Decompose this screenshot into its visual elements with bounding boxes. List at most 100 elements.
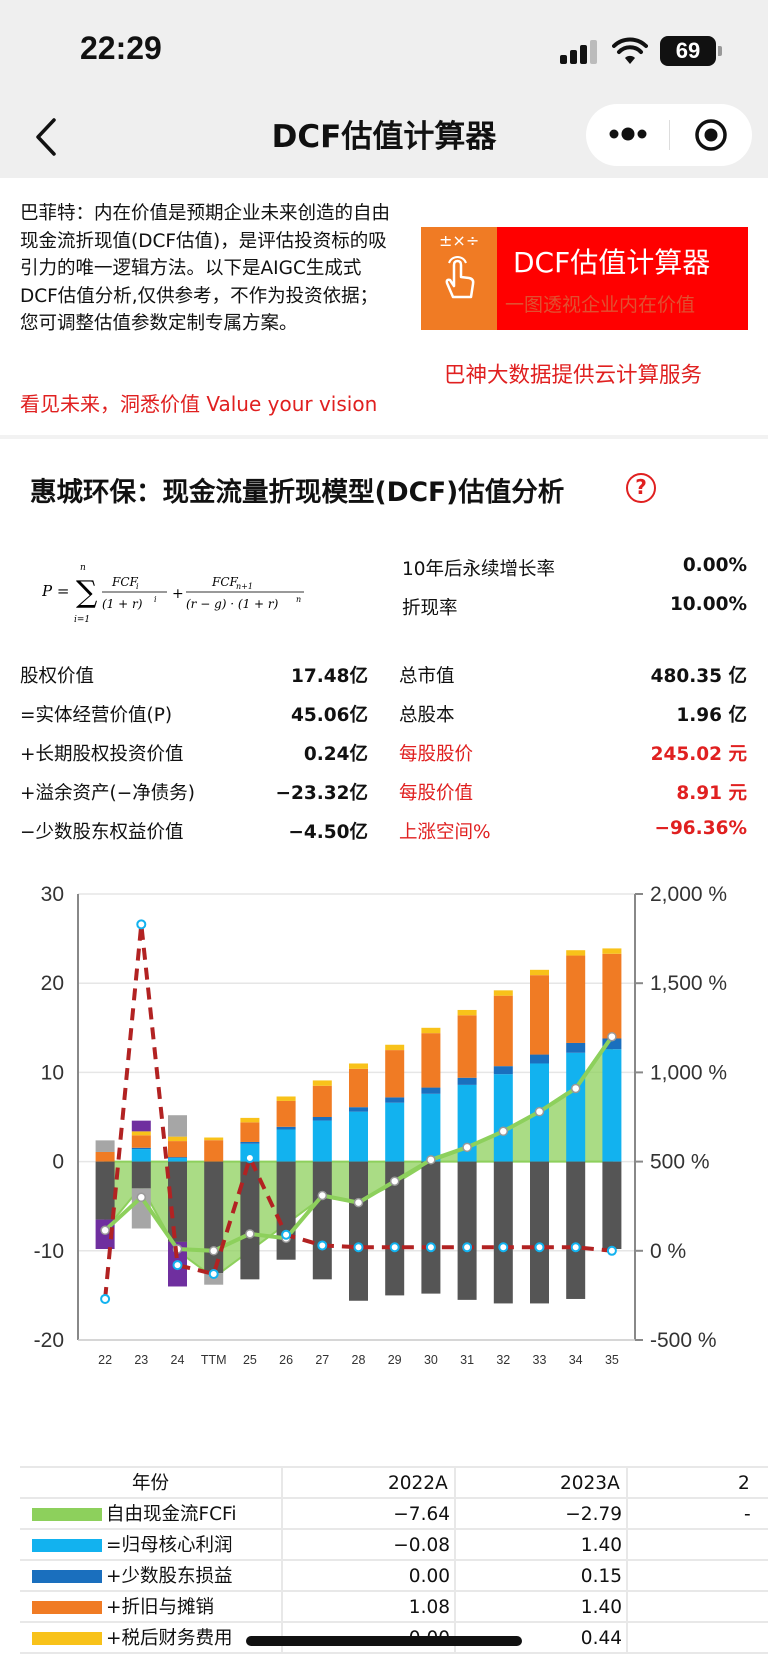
bar-segment <box>95 1140 115 1152</box>
x-tick-label: 35 <box>605 1353 619 1367</box>
bar-segment <box>312 1117 332 1121</box>
discount-point <box>281 1229 292 1240</box>
svg-text:n: n <box>296 595 301 604</box>
left-tick-label: -20 <box>34 1329 64 1352</box>
x-tick-label: 33 <box>533 1353 547 1367</box>
table-separator <box>626 1530 628 1561</box>
bar-segment <box>566 1161 586 1299</box>
signal-icon <box>560 40 600 64</box>
right-tick-label: -500 % <box>650 1329 717 1352</box>
dcf-chart: 30 20 10 0 -10 -20 2,000 % 1,500 % 1,000 % 500 % 0… <box>34 883 727 1367</box>
table-separator <box>454 1592 456 1623</box>
dcf-banner[interactable]: ±×÷ DCF估值计算器 一图透视企业内在价值 <box>421 227 748 330</box>
bar-segment <box>602 948 622 954</box>
table-separator <box>626 1623 628 1654</box>
status-time: 22:29 <box>80 30 162 66</box>
bar-segment <box>240 1117 260 1123</box>
market-metric-label: 每股股价 <box>399 744 474 765</box>
svg-text:i: i <box>154 595 157 604</box>
x-tick-label: 26 <box>279 1353 293 1367</box>
row-value-2023: 1.40 <box>580 1535 622 1556</box>
discount-line <box>103 924 613 1300</box>
row-label: =归母核心利润 <box>106 1535 233 1556</box>
table-separator <box>281 1499 283 1530</box>
table-separator <box>281 1530 283 1561</box>
right-tick-label: 1,000 % <box>650 1061 727 1084</box>
table-separator <box>626 1561 628 1592</box>
growth-point <box>426 1155 436 1165</box>
bar-segment <box>385 1102 405 1162</box>
growth-point <box>570 1083 581 1094</box>
table-separator <box>281 1592 283 1623</box>
growth-point <box>208 1246 219 1256</box>
x-tick-label: 31 <box>460 1353 474 1367</box>
svg-text:(r − g) · (1 + r): (r − g) · (1 + r) <box>186 597 279 611</box>
table-separator <box>454 1468 456 1499</box>
table-separator <box>626 1592 628 1623</box>
market-metric-value: 1.96 亿 <box>676 705 747 726</box>
bar-segment <box>421 1033 441 1088</box>
svg-text:+: + <box>172 586 184 602</box>
legend-swatch <box>32 1539 102 1552</box>
param-discount-value[interactable]: 10.00% <box>669 594 747 615</box>
table-separator <box>626 1499 628 1530</box>
bar-segment <box>457 1009 477 1016</box>
table-separator <box>454 1499 456 1530</box>
bar-segment <box>276 1129 296 1162</box>
bar-segment <box>493 1066 513 1075</box>
table-header-2023: 2023A <box>560 1473 620 1494</box>
help-icon[interactable]: ? <box>626 473 656 503</box>
param-growth-label: 10年后永续增长率 <box>402 559 556 580</box>
discount-point <box>389 1242 400 1253</box>
metric-label: 股权价值 <box>20 666 95 687</box>
bar-segment <box>204 1140 224 1162</box>
svg-text:n: n <box>80 563 86 573</box>
market-metric-label: 每股价值 <box>399 783 474 804</box>
bar-segment <box>602 1049 622 1162</box>
bar-segment <box>457 1015 477 1078</box>
row-label: 自由现金流FCFi <box>106 1504 237 1525</box>
close-miniapp-icon[interactable] <box>694 118 728 152</box>
svg-text:∑: ∑ <box>76 575 98 610</box>
x-tick-label: 28 <box>352 1353 366 1367</box>
param-growth-value[interactable]: 0.00% <box>682 555 747 576</box>
left-tick-label: -10 <box>34 1240 64 1263</box>
bar-segment <box>421 1161 441 1294</box>
x-tick-label: 30 <box>424 1353 438 1367</box>
growth-point <box>607 1031 617 1042</box>
bar-segment <box>168 1161 187 1242</box>
back-button[interactable] <box>28 112 68 162</box>
bar-segment <box>493 1161 513 1304</box>
metric-value: −23.32亿 <box>275 783 368 804</box>
bar-segment <box>95 1161 115 1220</box>
bar-segment <box>131 1120 151 1132</box>
growth-point <box>136 1192 147 1203</box>
discount-point <box>498 1242 509 1253</box>
bar-segment <box>131 1188 151 1229</box>
bar-segment <box>276 1096 296 1101</box>
more-icon[interactable] <box>608 124 648 144</box>
discount-point <box>100 1293 111 1304</box>
left-tick-label: 10 <box>41 1061 64 1084</box>
bar-segment <box>566 955 586 1043</box>
banner-icon-block: ±×÷ <box>421 227 497 330</box>
bar-segment <box>566 1052 586 1162</box>
cloud-service-text: 巴神大数据提供云计算服务 <box>444 363 703 388</box>
bar-segment <box>385 1044 405 1051</box>
svg-text:(1 + r): (1 + r) <box>102 597 143 611</box>
x-tick-label: 22 <box>98 1353 112 1367</box>
discount-point <box>208 1268 219 1279</box>
banner-title: DCF估值计算器 <box>513 246 711 279</box>
bar-segment <box>421 1093 441 1162</box>
growth-point <box>317 1190 328 1201</box>
legend-swatch <box>32 1632 102 1645</box>
market-metric-value: 480.35 亿 <box>650 666 747 687</box>
right-tick-label: 0 % <box>650 1240 686 1263</box>
svg-text:n+1: n+1 <box>236 582 253 591</box>
row-label: +折旧与摊销 <box>106 1597 215 1618</box>
row-label: +税后财务费用 <box>106 1628 233 1649</box>
growth-point <box>462 1142 472 1153</box>
bar-segment <box>349 1107 368 1112</box>
metric-label: +长期股权投资价值 <box>20 744 184 765</box>
